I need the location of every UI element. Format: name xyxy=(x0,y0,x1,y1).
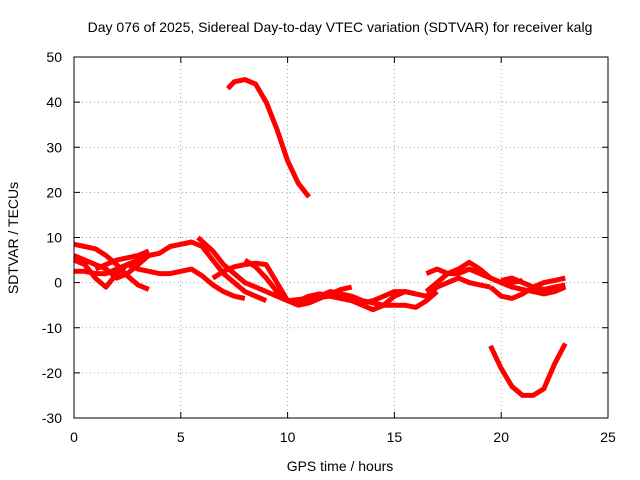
x-tick-label: 25 xyxy=(600,429,616,445)
series-line-arc-12 xyxy=(488,282,566,301)
x-tick-label: 10 xyxy=(280,429,296,445)
y-tick-label: -10 xyxy=(42,320,62,336)
series-line-arc-1 xyxy=(73,239,268,304)
series-line-arc-11 xyxy=(424,259,524,294)
y-tick-label: 0 xyxy=(54,275,62,291)
x-tick-label: 5 xyxy=(177,429,185,445)
series-line-arc-14 xyxy=(225,77,311,199)
chart-title: Day 076 of 2025, Sidereal Day-to-day VTE… xyxy=(88,19,593,35)
series-line-arc-4 xyxy=(73,253,151,281)
series-line-arc-15 xyxy=(488,342,568,398)
axis-ticks: 0 5 10 15 20 25 -30 -20 -10 0 10 20 30 40 50 xyxy=(42,49,616,445)
x-tick-label: 15 xyxy=(387,429,403,445)
series-line-arc-3 xyxy=(74,262,246,301)
data-series xyxy=(73,77,568,398)
y-tick-label: -30 xyxy=(42,410,62,426)
y-tick-label: 10 xyxy=(46,230,62,246)
y-tick-label: -20 xyxy=(42,365,62,381)
grid-lines xyxy=(74,57,608,418)
series-line-arc-9 xyxy=(287,275,492,313)
y-tick-label: 50 xyxy=(46,49,62,65)
x-tick-label: 0 xyxy=(70,429,78,445)
series-line-arc-13 xyxy=(500,275,566,290)
series-line-arc-5 xyxy=(94,248,150,272)
x-axis-label: GPS time / hours xyxy=(287,458,394,474)
x-tick-label: 20 xyxy=(493,429,509,445)
y-tick-label: 40 xyxy=(46,94,62,110)
y-tick-label: 30 xyxy=(46,139,62,155)
y-axis-label: SDTVAR / TECUs xyxy=(5,182,21,294)
y-tick-label: 20 xyxy=(46,184,62,200)
